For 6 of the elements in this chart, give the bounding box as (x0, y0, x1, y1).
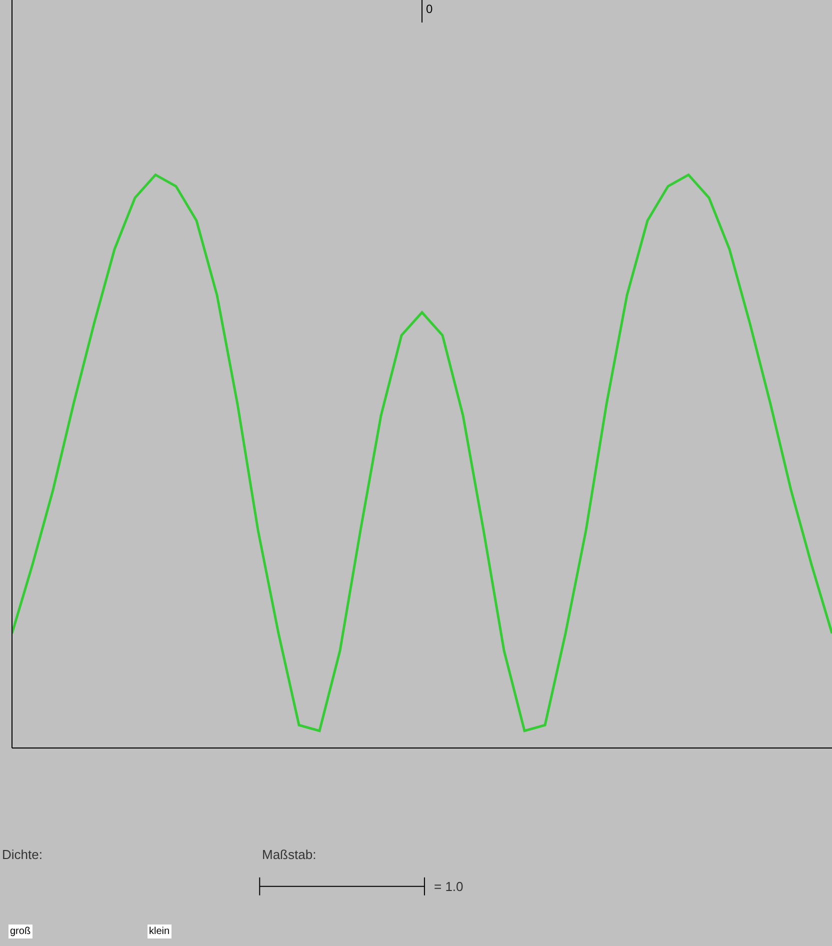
text: 0 (426, 2, 433, 16)
text: groß (10, 926, 31, 937)
text: Maßstab: (262, 847, 316, 862)
text: = 1.0 (434, 879, 464, 894)
text: klein (149, 926, 170, 937)
text: Dichte: (2, 847, 42, 862)
